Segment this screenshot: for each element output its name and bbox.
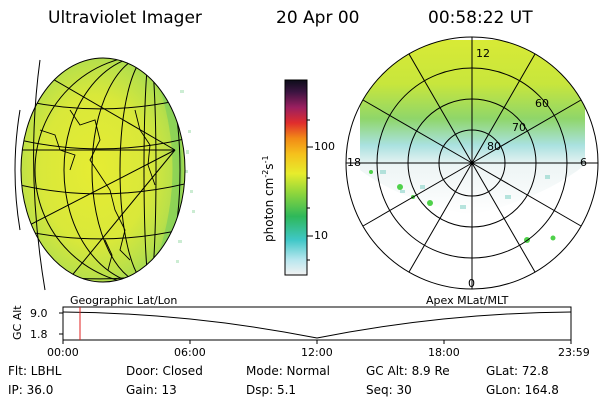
geographic-frame-label: Geographic Lat/Lon [70, 294, 178, 307]
mlt-label-12: 12 [476, 47, 490, 60]
time-tick-0600: 06:00 [174, 346, 206, 359]
time-tick-1800: 18:00 [428, 346, 460, 359]
gain-info: Gain: 13 [126, 383, 177, 397]
seq-info: Seq: 30 [366, 383, 412, 397]
instrument-title: Ultraviolet Imager [48, 8, 202, 28]
glon-info: GLon: 164.8 [486, 383, 559, 397]
time-label: 00:58:22 UT [428, 8, 533, 28]
colorbar-tick-10: 10 [314, 229, 328, 242]
mlt-label-0: 0 [468, 277, 475, 290]
mode-info: Mode: Normal [246, 364, 330, 378]
gc-alt-tick-low: 1.8 [30, 328, 48, 341]
colorbar-tick-100: 100 [314, 140, 335, 153]
ip-info: IP: 36.0 [8, 383, 54, 397]
door-info: Door: Closed [126, 364, 203, 378]
time-tick-2359: 23:59 [558, 346, 590, 359]
date-label: 20 Apr 00 [276, 8, 360, 28]
dsp-info: Dsp: 5.1 [246, 383, 297, 397]
time-tick-1200: 12:00 [301, 346, 333, 359]
gc-alt-info: GC Alt: 8.9 Re [366, 364, 450, 378]
mlt-label-6: 6 [580, 156, 587, 169]
mlt-label-18: 18 [347, 156, 361, 169]
apex-frame-label: Apex MLat/MLT [426, 294, 509, 307]
gc-alt-tick-high: 9.0 [30, 307, 48, 320]
glat-info: GLat: 72.8 [486, 364, 549, 378]
filter-info: Flt: LBHL [8, 364, 62, 378]
mlat-label-60: 60 [535, 97, 549, 110]
time-tick-0000: 00:00 [47, 346, 79, 359]
mlat-label-80: 80 [487, 140, 501, 153]
mlat-label-70: 70 [512, 121, 526, 134]
